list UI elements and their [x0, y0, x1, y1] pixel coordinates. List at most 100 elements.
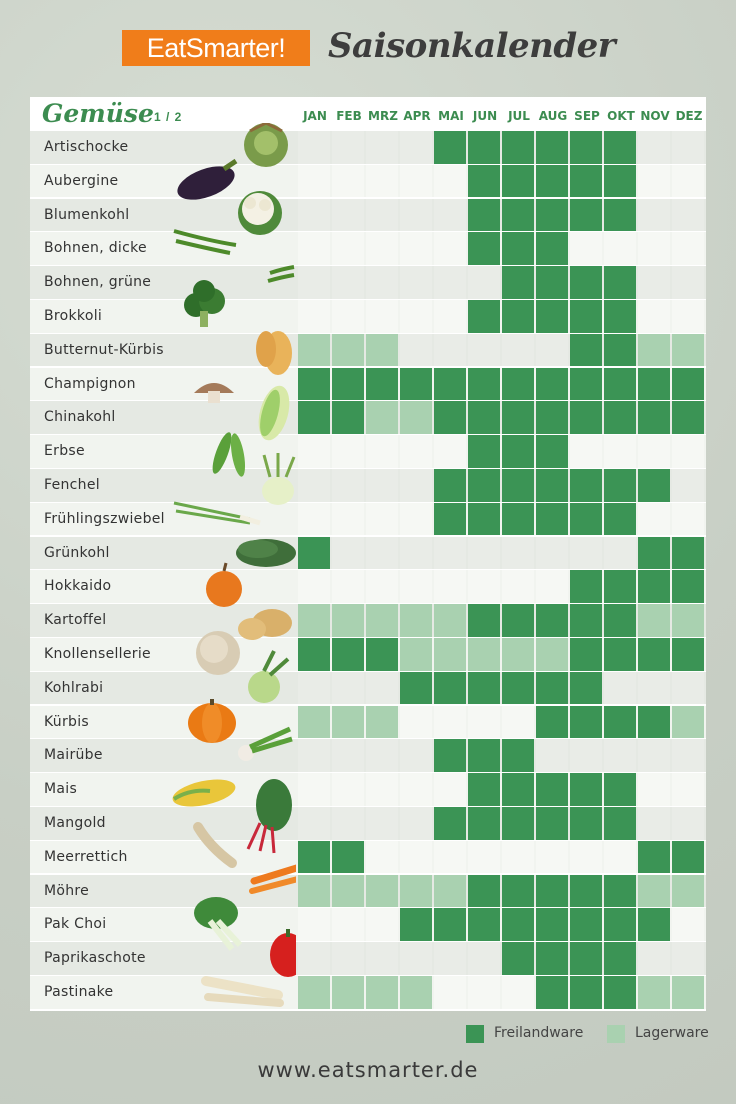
- heatmap-cell: [434, 604, 466, 637]
- heatmap-cell: [638, 502, 670, 536]
- row-label: Kohlrabi: [44, 679, 104, 696]
- heatmap-cell: [638, 638, 670, 671]
- heatmap-cell: [638, 469, 670, 502]
- heatmap-cell: [570, 570, 602, 603]
- heatmap-cell: [434, 908, 466, 941]
- heatmap-cell: [332, 367, 364, 401]
- heatmap-cell: [502, 367, 534, 401]
- row-label: Grünkohl: [44, 544, 110, 561]
- heatmap-cell: [672, 773, 704, 806]
- heatmap-cell: [332, 435, 364, 468]
- heatmap-cell: [570, 333, 602, 367]
- heatmap-cell: [434, 300, 466, 333]
- heatmap-cell: [332, 198, 364, 232]
- heatmap-cell: [502, 807, 534, 840]
- heatmap-cell: [298, 908, 330, 941]
- heatmap-cell: [604, 807, 636, 840]
- pea-pod-icon: [212, 432, 246, 477]
- vegetable-illustrations: [172, 123, 296, 1007]
- heatmap-cell: [468, 773, 500, 806]
- heatmap-cell: [298, 671, 330, 705]
- heatmap-cell: [298, 266, 330, 299]
- heatmap-cell: [604, 570, 636, 603]
- heatmap-cell: [672, 536, 704, 570]
- heatmap-cell: [672, 131, 704, 164]
- fennel-icon: [262, 453, 296, 505]
- heatmap-cell: [672, 739, 704, 772]
- heatmap-cell: [502, 671, 534, 705]
- heatmap-cell: [604, 333, 636, 367]
- heatmap-cell: [604, 469, 636, 502]
- heatmap-cell: [332, 502, 364, 536]
- kale-icon: [236, 539, 296, 567]
- heatmap-cell: [332, 739, 364, 772]
- heatmap-cell: [536, 266, 568, 299]
- heatmap-cell: [536, 300, 568, 333]
- heatmap-cell: [570, 874, 602, 908]
- heatmap-cell: [468, 874, 500, 908]
- heatmap-cell: [638, 164, 670, 198]
- row-label: Chinakohl: [44, 409, 116, 426]
- row-label: Möhre: [44, 882, 90, 899]
- heatmap-cell: [570, 807, 602, 840]
- month-header: SEP: [574, 109, 600, 123]
- month-header: MAI: [438, 109, 464, 123]
- potato-icon: [238, 609, 292, 640]
- heatmap-cell: [298, 942, 330, 975]
- heatmap-cell: [434, 266, 466, 299]
- heatmap-cell: [332, 232, 364, 265]
- heatmap-cell: [604, 164, 636, 198]
- month-header: JAN: [303, 109, 327, 123]
- heatmap-cell: [434, 536, 466, 570]
- heatmap-cell: [400, 300, 432, 333]
- row-label: Meerrettich: [44, 848, 128, 865]
- heatmap-cell: [400, 976, 432, 1009]
- heatmap-cell: [536, 604, 568, 637]
- heatmap-cell: [400, 232, 432, 265]
- heatmap-cell: [604, 874, 636, 908]
- row-label: Bohnen, grüne: [44, 274, 152, 291]
- heatmap-cell: [400, 131, 432, 164]
- heatmap-cell: [638, 570, 670, 603]
- heatmap-cell: [468, 976, 500, 1009]
- heatmap-cell: [604, 705, 636, 739]
- chard-icon: [246, 779, 292, 854]
- brand-logo[interactable]: EatSmarter!: [122, 30, 310, 66]
- heatmap-cell: [468, 638, 500, 671]
- heatmap-cell: [366, 333, 398, 367]
- heatmap-cell: [298, 874, 330, 908]
- heatmap-cell: [366, 874, 398, 908]
- aubergine-icon: [177, 158, 238, 200]
- heatmap-cell: [298, 300, 330, 333]
- heatmap-cell: [604, 773, 636, 806]
- heatmap-cell: [502, 502, 534, 536]
- legend-swatch-freiland: [466, 1025, 484, 1043]
- heatmap-cell: [570, 266, 602, 299]
- heatmap-cell: [434, 570, 466, 603]
- heatmap-cell: [434, 131, 466, 164]
- heatmap-cell: [570, 942, 602, 975]
- row-label: Frühlingszwiebel: [44, 510, 165, 527]
- chinese-cabbage-icon: [258, 385, 290, 441]
- row-label: Aubergine: [44, 172, 119, 189]
- footer-url[interactable]: www.eatsmarter.de: [257, 1058, 479, 1082]
- mushroom-icon: [194, 383, 234, 403]
- heatmap-cell: [502, 333, 534, 367]
- heatmap-cell: [366, 435, 398, 468]
- heatmap-cell: [672, 300, 704, 333]
- spring-onion-icon: [173, 501, 261, 526]
- heatmap-cell: [604, 976, 636, 1009]
- heatmap-cell: [604, 908, 636, 941]
- heatmap-cell: [672, 671, 704, 705]
- heatmap-cell: [400, 638, 432, 671]
- heatmap-cell: [298, 131, 330, 164]
- heatmap-cell: [604, 198, 636, 232]
- heatmap-cell: [298, 840, 330, 874]
- header: EatSmarter! Saisonkalender: [0, 22, 736, 78]
- heatmap-cell: [502, 198, 534, 232]
- heatmap-cell: [366, 908, 398, 941]
- heatmap-cell: [672, 367, 704, 401]
- heatmap-cell: [400, 435, 432, 468]
- row-label: Fenchel: [44, 477, 100, 493]
- horseradish-icon: [193, 822, 237, 868]
